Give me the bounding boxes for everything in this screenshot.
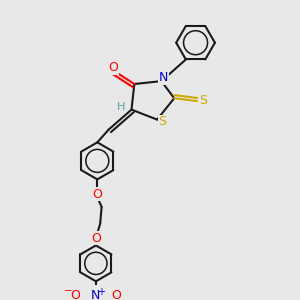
- Text: +: +: [97, 287, 105, 297]
- Text: S: S: [158, 116, 166, 128]
- Text: N: N: [91, 289, 101, 300]
- Text: O: O: [91, 232, 101, 245]
- Text: S: S: [199, 94, 207, 107]
- Text: N: N: [159, 71, 168, 84]
- Text: O: O: [108, 61, 118, 74]
- Text: O: O: [70, 289, 80, 300]
- Text: H: H: [116, 102, 125, 112]
- Text: −: −: [64, 286, 73, 296]
- Text: O: O: [92, 188, 102, 201]
- Text: O: O: [111, 289, 121, 300]
